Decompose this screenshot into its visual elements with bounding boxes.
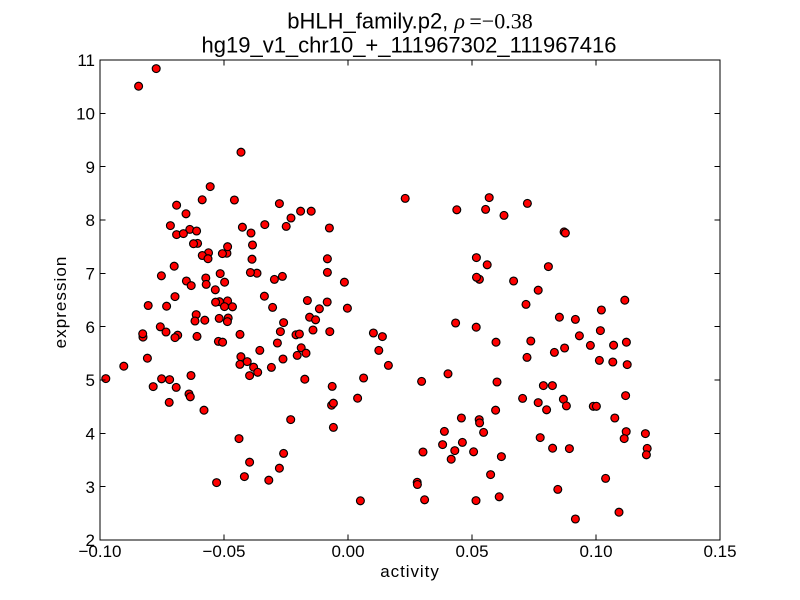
svg-text:0.15: 0.15 <box>703 542 736 561</box>
svg-text:7: 7 <box>86 265 95 284</box>
svg-text:0.00: 0.00 <box>331 542 364 561</box>
svg-text:5: 5 <box>86 371 95 390</box>
svg-text:2: 2 <box>86 531 95 550</box>
svg-text:activity: activity <box>380 562 440 581</box>
svg-text:bHLH_family.p2, ρ =−0.38: bHLH_family.p2, ρ =−0.38 <box>287 8 532 33</box>
svg-text:4: 4 <box>86 425 95 444</box>
svg-text:8: 8 <box>86 211 95 230</box>
svg-text:−0.05: −0.05 <box>202 542 245 561</box>
svg-text:10: 10 <box>76 105 95 124</box>
svg-text:3: 3 <box>86 478 95 497</box>
svg-text:hg19_v1_chr10_+_111967302_1119: hg19_v1_chr10_+_111967302_111967416 <box>202 32 617 57</box>
svg-text:0.05: 0.05 <box>455 542 488 561</box>
svg-text:9: 9 <box>86 158 95 177</box>
svg-text:−0.10: −0.10 <box>78 542 121 561</box>
svg-text:expression: expression <box>51 256 70 349</box>
svg-text:0.10: 0.10 <box>579 542 612 561</box>
svg-text:6: 6 <box>86 318 95 337</box>
svg-text:11: 11 <box>77 51 95 70</box>
